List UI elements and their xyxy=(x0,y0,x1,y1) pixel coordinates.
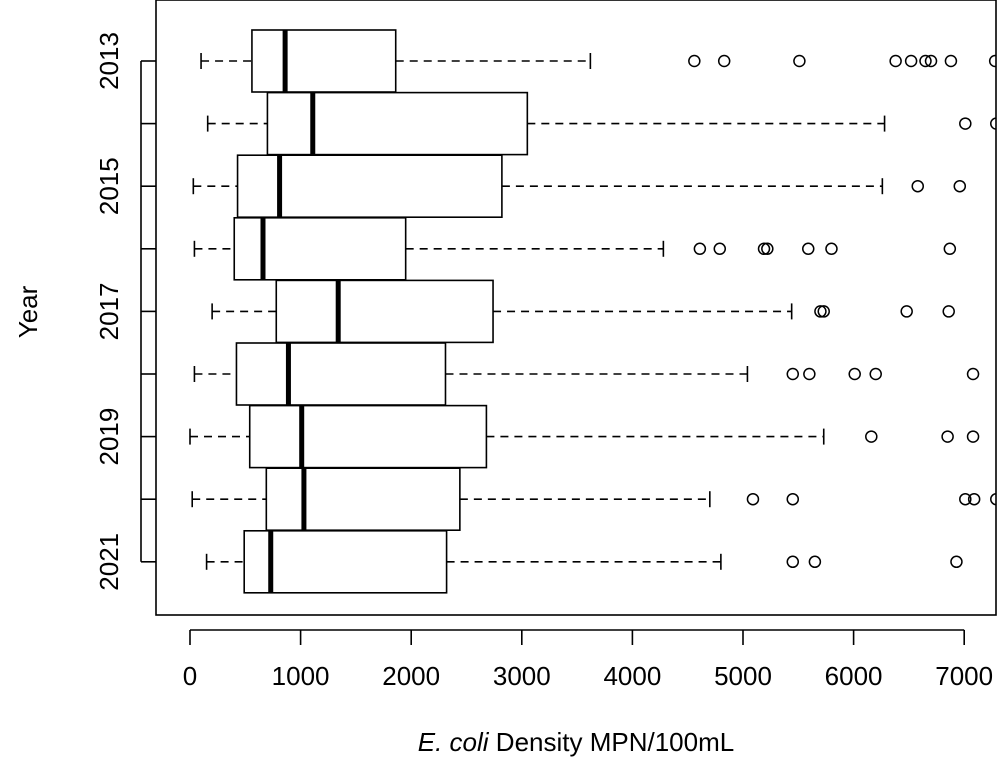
box-2013 xyxy=(200,29,996,93)
outlier-point xyxy=(959,117,972,130)
outlier-point xyxy=(746,492,760,506)
box-2019 xyxy=(189,404,980,469)
outlier-point xyxy=(966,430,980,443)
box-iqr xyxy=(251,29,397,93)
outlier-point xyxy=(786,555,800,569)
outlier-point xyxy=(950,555,963,569)
x-axis-label-rest: Density MPN/100mL xyxy=(489,727,735,757)
outlier-point xyxy=(825,242,838,256)
outlier-point xyxy=(848,367,861,381)
x-tick-label: 2000 xyxy=(382,661,440,691)
outlier-point xyxy=(688,54,701,68)
box-iqr xyxy=(233,217,407,281)
box-2020 xyxy=(191,467,996,532)
y-tick-label: 2019 xyxy=(94,408,124,466)
y-tick-label: 2021 xyxy=(94,533,124,591)
outlier-point xyxy=(967,492,981,506)
outlier-point xyxy=(786,492,800,506)
x-tick-label: 6000 xyxy=(825,661,883,691)
boxes-layer xyxy=(189,29,996,594)
outlier-point xyxy=(904,54,918,68)
x-tick-label: 1000 xyxy=(272,661,330,691)
box-iqr xyxy=(248,404,488,469)
box-2021 xyxy=(205,529,963,594)
x-axis-label-italic: E. coli xyxy=(418,727,490,757)
outlier-point xyxy=(943,242,957,256)
outlier-point xyxy=(713,242,727,256)
y-axis: 2013 2015 2017 2019 2021 xyxy=(94,32,156,591)
outlier-point xyxy=(869,367,882,381)
outlier-point xyxy=(889,54,902,68)
plot-area xyxy=(189,29,996,594)
x-tick-label: 0 xyxy=(183,661,197,691)
x-tick-label: 5000 xyxy=(714,661,772,691)
box-2014 xyxy=(206,91,996,156)
outlier-point xyxy=(924,54,938,68)
outlier-point xyxy=(990,117,996,130)
outlier-point xyxy=(786,367,800,381)
y-tick-label: 2017 xyxy=(94,282,124,340)
outlier-point xyxy=(953,179,967,193)
outlier-point xyxy=(757,242,771,256)
outlier-point xyxy=(966,367,980,381)
outlier-point xyxy=(990,492,996,506)
x-tick-label: 4000 xyxy=(603,661,661,691)
y-axis-label: Year xyxy=(13,285,43,338)
outlier-point xyxy=(865,430,878,443)
box-iqr xyxy=(243,529,448,594)
outlier-point xyxy=(693,242,707,256)
x-axis: 0 1000 2000 3000 4000 5000 6000 7000 xyxy=(183,629,993,691)
outlier-point xyxy=(802,242,815,256)
box-iqr xyxy=(235,342,447,406)
box-2015 xyxy=(192,154,967,218)
y-tick-label: 2013 xyxy=(94,32,124,90)
outlier-point xyxy=(959,492,972,506)
outlier-point xyxy=(793,54,806,68)
outlier-point xyxy=(919,54,932,68)
outlier-point xyxy=(814,305,827,318)
box-iqr xyxy=(265,467,461,532)
y-tick-label: 2015 xyxy=(94,157,124,215)
outlier-point xyxy=(942,305,955,318)
outlier-point xyxy=(988,54,996,68)
outlier-point xyxy=(761,242,774,256)
box-2017 xyxy=(211,279,955,344)
outlier-point xyxy=(803,367,816,381)
x-tick-label: 3000 xyxy=(493,661,551,691)
box-2018 xyxy=(193,342,980,406)
outlier-point xyxy=(911,179,924,193)
outlier-point xyxy=(900,305,913,318)
x-axis-label: E. coli Density MPN/100mL xyxy=(418,727,734,757)
plot-frame xyxy=(155,0,997,616)
x-tick-label: 7000 xyxy=(935,661,993,691)
outlier-point xyxy=(944,54,958,68)
box-2016 xyxy=(193,217,957,281)
box-iqr xyxy=(266,91,529,156)
outlier-point xyxy=(817,305,830,318)
outlier-point xyxy=(717,54,731,68)
outlier-point xyxy=(941,430,954,443)
outlier-point xyxy=(808,555,822,569)
box-iqr xyxy=(275,279,494,344)
